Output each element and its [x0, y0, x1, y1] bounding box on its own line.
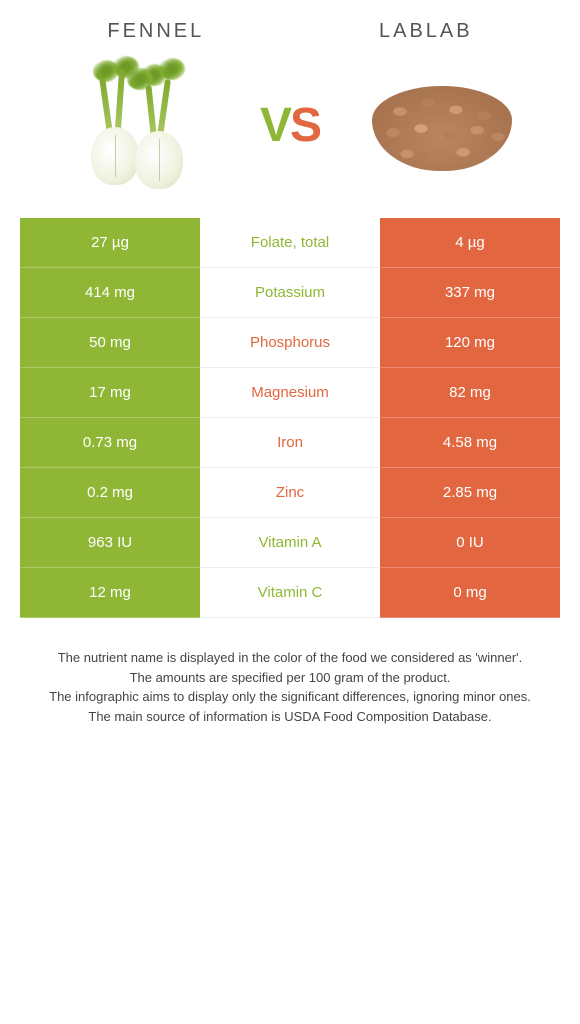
nutrient-label: Phosphorus	[200, 318, 380, 368]
table-row: 0.2 mgZinc2.85 mg	[20, 468, 560, 518]
left-value: 963 IU	[20, 518, 200, 568]
right-value: 4 µg	[380, 218, 560, 268]
table-row: 414 mgPotassium337 mg	[20, 268, 560, 318]
right-value: 120 mg	[380, 318, 560, 368]
nutrient-label: Iron	[200, 418, 380, 468]
nutrient-label: Vitamin C	[200, 568, 380, 618]
nutrient-table: 27 µgFolate, total4 µg414 mgPotassium337…	[20, 218, 560, 618]
footer-line-1: The nutrient name is displayed in the co…	[30, 648, 550, 668]
footer-line-2: The amounts are specified per 100 gram o…	[30, 668, 550, 688]
vs-v-letter: V	[260, 99, 290, 152]
nutrient-label: Vitamin A	[200, 518, 380, 568]
footer-notes: The nutrient name is displayed in the co…	[20, 648, 560, 726]
images-row: VS	[20, 58, 560, 193]
right-value: 4.58 mg	[380, 418, 560, 468]
header-row: Fennel Lablab	[20, 20, 560, 43]
nutrient-label: Zinc	[200, 468, 380, 518]
table-row: 17 mgMagnesium82 mg	[20, 368, 560, 418]
right-value: 0 IU	[380, 518, 560, 568]
nutrient-label: Potassium	[200, 268, 380, 318]
footer-line-4: The main source of information is USDA F…	[30, 707, 550, 727]
left-value: 17 mg	[20, 368, 200, 418]
nutrient-label: Magnesium	[200, 368, 380, 418]
table-row: 963 IUVitamin A0 IU	[20, 518, 560, 568]
right-value: 82 mg	[380, 368, 560, 418]
table-row: 27 µgFolate, total4 µg	[20, 218, 560, 268]
table-row: 12 mgVitamin C0 mg	[20, 568, 560, 618]
footer-line-3: The infographic aims to display only the…	[30, 687, 550, 707]
left-value: 12 mg	[20, 568, 200, 618]
vs-s-letter: S	[290, 99, 320, 152]
right-value: 337 mg	[380, 268, 560, 318]
right-value: 0 mg	[380, 568, 560, 618]
infographic-container: Fennel Lablab VS 27 µgFolate, total4 µg4…	[0, 0, 580, 746]
left-value: 0.2 mg	[20, 468, 200, 518]
table-row: 50 mgPhosphorus120 mg	[20, 318, 560, 368]
right-value: 2.85 mg	[380, 468, 560, 518]
vs-label: VS	[260, 98, 320, 153]
lablab-illustration	[367, 58, 517, 193]
left-value: 414 mg	[20, 268, 200, 318]
left-food-title: Fennel	[107, 20, 204, 43]
left-value: 0.73 mg	[20, 418, 200, 468]
left-value: 27 µg	[20, 218, 200, 268]
right-food-title: Lablab	[379, 20, 473, 43]
left-value: 50 mg	[20, 318, 200, 368]
nutrient-label: Folate, total	[200, 218, 380, 268]
table-row: 0.73 mgIron4.58 mg	[20, 418, 560, 468]
fennel-illustration	[63, 58, 213, 193]
